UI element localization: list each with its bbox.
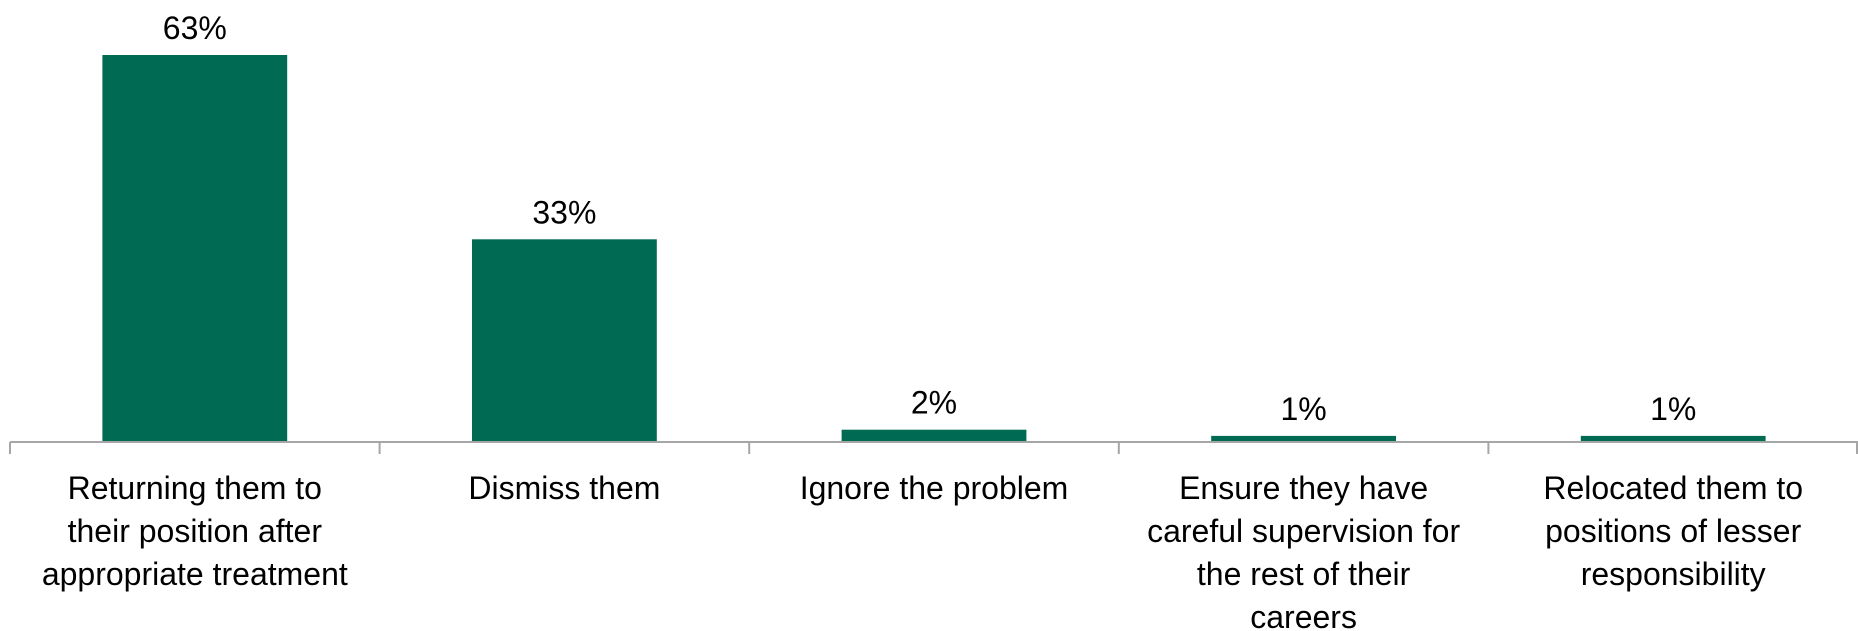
bars-group — [102, 55, 1766, 442]
category-labels-group: Returning them to their position after app… — [42, 470, 1803, 631]
data-labels-group: 63% 33% 2% 1% 1% — [163, 10, 1697, 427]
data-label-3: 2% — [911, 385, 957, 421]
category-label-3: Ignore the problem — [800, 470, 1069, 506]
bar-1 — [102, 55, 288, 442]
x-axis — [9, 441, 1858, 454]
bar-4 — [1211, 435, 1396, 442]
bar-5 — [1580, 435, 1766, 442]
bar-3 — [841, 429, 1027, 442]
data-label-4: 1% — [1280, 391, 1326, 427]
bar-2 — [472, 239, 657, 442]
data-label-2: 33% — [532, 194, 596, 230]
category-label-4: Ensure they have careful supervision for t… — [1147, 470, 1460, 631]
category-label-1: Returning them to their position after app… — [42, 470, 348, 592]
category-label-2: Dismiss them — [468, 470, 660, 506]
data-label-5: 1% — [1650, 391, 1696, 427]
data-label-1: 63% — [163, 10, 227, 46]
category-label-5: Relocated them to positions of lesser resp… — [1543, 470, 1803, 592]
